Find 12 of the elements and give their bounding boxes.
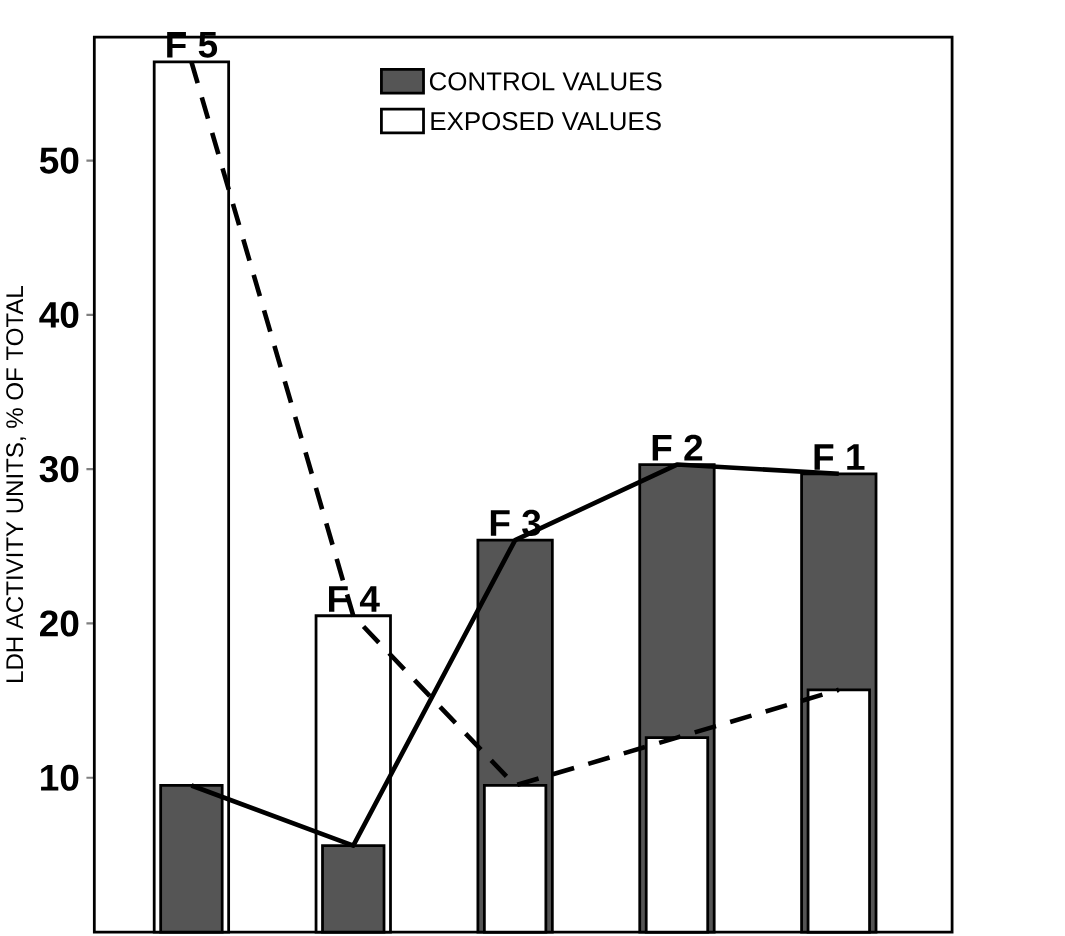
legend-label: CONTROL VALUES <box>429 72 662 91</box>
y-tick-label: 10 <box>41 764 79 791</box>
x-tick-label: F 2 <box>652 434 703 461</box>
y-tick-label: 20 <box>40 610 79 637</box>
legend-label: EXPOSED VALUES <box>431 112 661 131</box>
y-tick-label: 50 <box>39 147 79 174</box>
y-tick-label: 40 <box>39 301 79 329</box>
x-tick-label: F 5 <box>167 32 218 58</box>
y-tick-label: 30 <box>39 456 79 483</box>
x-tick-label: F 1 <box>814 444 865 470</box>
x-tick-label: F 4 <box>329 586 380 612</box>
y-axis-title: LDH ACTIVITY UNITS, % OF TOTAL <box>6 286 27 683</box>
